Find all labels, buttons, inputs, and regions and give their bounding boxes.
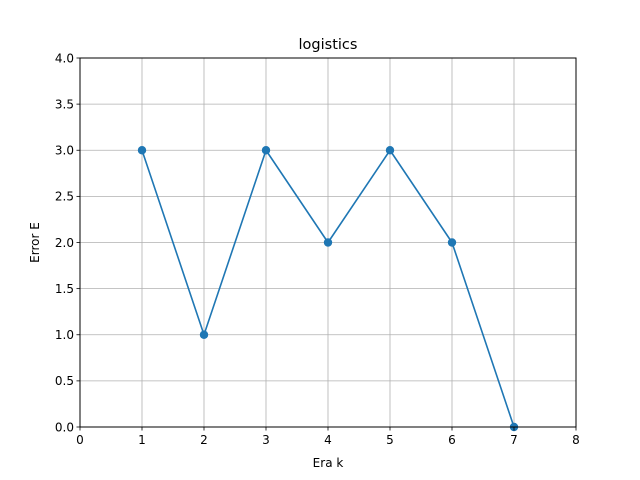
- x-tick-label: 2: [200, 433, 208, 447]
- x-tick-label: 5: [386, 433, 394, 447]
- x-axis-ticks: 0 1 2 3 4 5 6 7 8: [76, 427, 580, 447]
- x-tick-label: 0: [76, 433, 84, 447]
- data-point: [323, 238, 333, 247]
- x-tick-label: 7: [510, 433, 518, 447]
- x-axis-label: Era k: [313, 456, 344, 470]
- x-tick-label: 6: [448, 433, 456, 447]
- y-tick-label: 1.0: [55, 328, 74, 342]
- y-tick-label: 3.0: [55, 144, 74, 158]
- series-layer: [137, 146, 519, 432]
- data-point: [261, 146, 271, 155]
- y-axis-label: Error E: [28, 222, 42, 263]
- y-tick-label: 2.5: [55, 190, 74, 204]
- y-tick-label: 2.0: [55, 236, 74, 250]
- y-tick-label: 0.5: [55, 374, 74, 388]
- chart-title: logistics: [299, 37, 358, 53]
- data-point: [199, 330, 209, 339]
- y-axis-ticks: 0.0 0.5 1.0 1.5 2.0 2.5 3.0 3.5 4.0: [55, 51, 80, 434]
- x-tick-label: 8: [572, 433, 580, 447]
- x-tick-label: 4: [324, 433, 332, 447]
- data-point: [385, 146, 395, 155]
- y-tick-label: 0.0: [55, 420, 74, 434]
- x-tick-label: 1: [138, 433, 146, 447]
- data-point: [137, 146, 147, 155]
- y-tick-label: 4.0: [55, 51, 74, 65]
- x-tick-label: 3: [262, 433, 270, 447]
- data-point: [447, 238, 457, 247]
- y-tick-label: 1.5: [55, 282, 74, 296]
- y-tick-label: 3.5: [55, 97, 74, 111]
